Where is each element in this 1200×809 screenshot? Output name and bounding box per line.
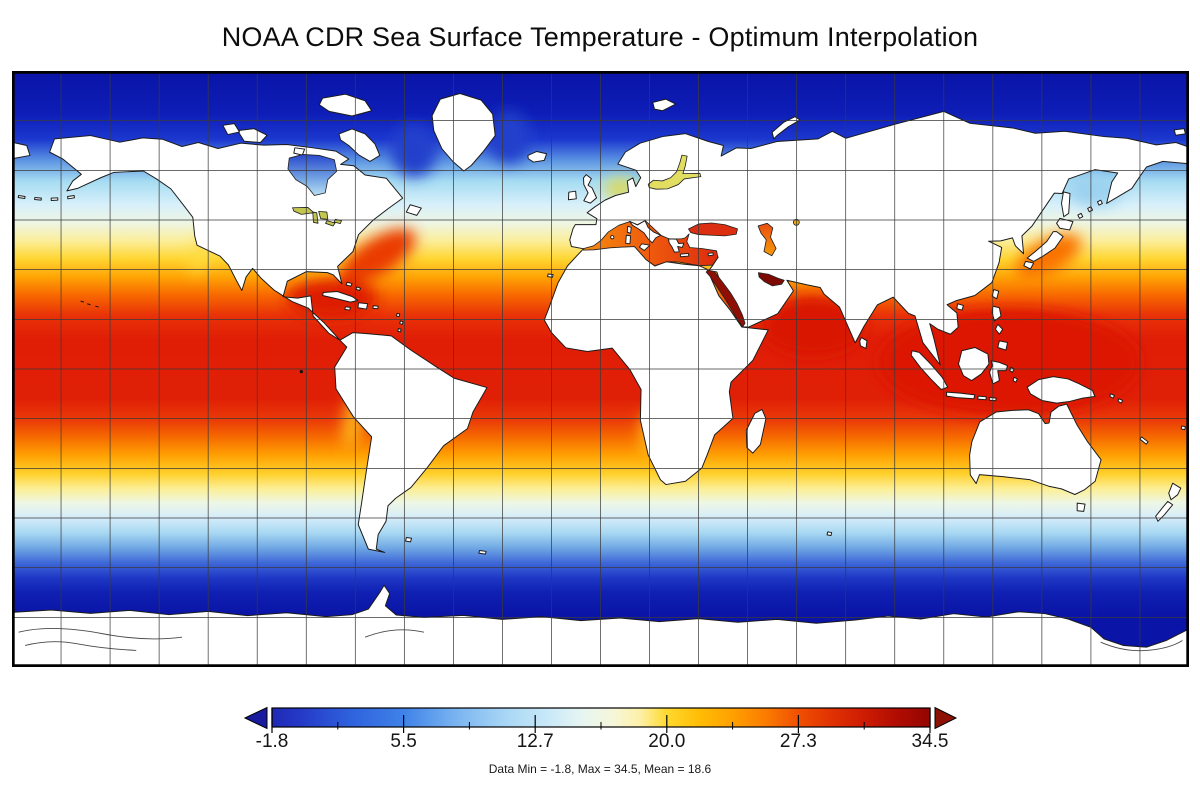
colorbar-minor-ticks xyxy=(337,722,865,730)
black-sea xyxy=(688,222,738,237)
colorbar-tick-label: 20.0 xyxy=(648,731,686,752)
iceland xyxy=(527,150,548,163)
figure-title: NOAA CDR Sea Surface Temperature - Optim… xyxy=(221,22,979,52)
hainan xyxy=(956,303,964,311)
moluccas xyxy=(1009,366,1018,383)
colorbar-tick-label: -1.8 xyxy=(255,731,289,752)
continent-south-america xyxy=(334,332,488,553)
fiji xyxy=(1180,425,1186,431)
world-map-canvas xyxy=(12,71,1189,667)
luzon xyxy=(991,305,1002,322)
mindanao xyxy=(997,340,1009,351)
bahamas xyxy=(345,281,362,292)
continent-eurasia xyxy=(569,110,1189,366)
chukotka-left-edge xyxy=(12,141,31,160)
colorbar-tick-label: 5.5 xyxy=(390,731,417,752)
canary-islands xyxy=(547,273,554,278)
banks-island xyxy=(222,123,241,136)
new-zealand-north-island xyxy=(1168,482,1182,501)
colorbar-tick-label: 34.5 xyxy=(911,731,949,752)
colorbar-tick-label: 12.7 xyxy=(516,731,554,752)
ellesmere-island xyxy=(318,93,373,117)
new-zealand-south-island xyxy=(1155,500,1174,522)
kyushu-shikoku xyxy=(1023,260,1035,270)
svalbard xyxy=(652,98,677,112)
java xyxy=(945,391,976,400)
honshu xyxy=(1026,231,1064,262)
solomon-islands xyxy=(1109,393,1124,404)
colorbar-canvas xyxy=(243,706,958,733)
colorbar-tick-label: 27.3 xyxy=(779,731,817,752)
falkland-islands xyxy=(405,537,413,543)
puerto-rico xyxy=(372,305,379,310)
lesser-antilles xyxy=(395,312,404,333)
continent-australia xyxy=(969,403,1102,495)
galapagos xyxy=(299,369,303,374)
united-kingdom xyxy=(583,174,598,204)
ireland xyxy=(567,190,577,201)
hispaniola xyxy=(357,302,369,310)
colorbar-major-ticks xyxy=(271,708,931,733)
crete xyxy=(679,252,690,258)
sumatra xyxy=(910,350,949,391)
hokkaido xyxy=(1056,217,1074,231)
colorbar-right-arrow xyxy=(934,706,958,730)
victoria-island xyxy=(237,128,268,144)
sicily xyxy=(638,243,651,251)
colorbar-caption: Data Min = -1.8, Max = 34.5, Mean = 18.6 xyxy=(488,762,712,776)
balearic-islands xyxy=(610,235,615,240)
cuba xyxy=(322,291,359,303)
hawaii-islands xyxy=(80,300,99,308)
sri-lanka xyxy=(859,337,868,349)
great-lakes xyxy=(292,207,342,227)
map-border xyxy=(12,71,1189,667)
colorbar-tick-labels: -1.8 5.5 12.7 20.0 27.3 34.5 xyxy=(240,731,960,755)
south-georgia xyxy=(478,549,487,555)
colorbar-left-arrow xyxy=(243,706,268,730)
world-map xyxy=(12,71,1189,667)
ice-shelf-outlines xyxy=(18,628,1183,652)
novaya-zemlya xyxy=(771,116,801,140)
lesser-sunda xyxy=(977,395,997,402)
small-archipelago-marks xyxy=(80,300,303,374)
jamaica xyxy=(344,306,351,311)
mediterranean-peninsulas xyxy=(610,220,714,258)
persian-gulf xyxy=(758,272,785,287)
cyprus xyxy=(707,252,714,257)
baffin-island xyxy=(338,128,381,162)
corsica xyxy=(626,225,632,234)
italy xyxy=(629,220,662,244)
tasmania xyxy=(1076,502,1086,512)
wrangel-island xyxy=(1173,128,1186,136)
greece xyxy=(668,238,685,253)
hudson-bay xyxy=(287,154,338,196)
sakhalin xyxy=(1061,191,1071,218)
kerguelen xyxy=(826,531,833,537)
new-caledonia xyxy=(1139,436,1149,445)
visayas xyxy=(994,323,1004,335)
madagascar xyxy=(745,408,767,454)
colorbar xyxy=(240,702,960,736)
caspian-sea xyxy=(757,222,777,257)
greenland xyxy=(431,93,496,172)
kuril-islands xyxy=(1077,199,1103,219)
newfoundland xyxy=(405,204,422,216)
red-sea xyxy=(705,269,746,328)
borneo xyxy=(958,346,990,382)
latlon-grid xyxy=(12,71,1189,667)
sardinia xyxy=(625,234,632,245)
aleutian-islands xyxy=(17,195,75,201)
